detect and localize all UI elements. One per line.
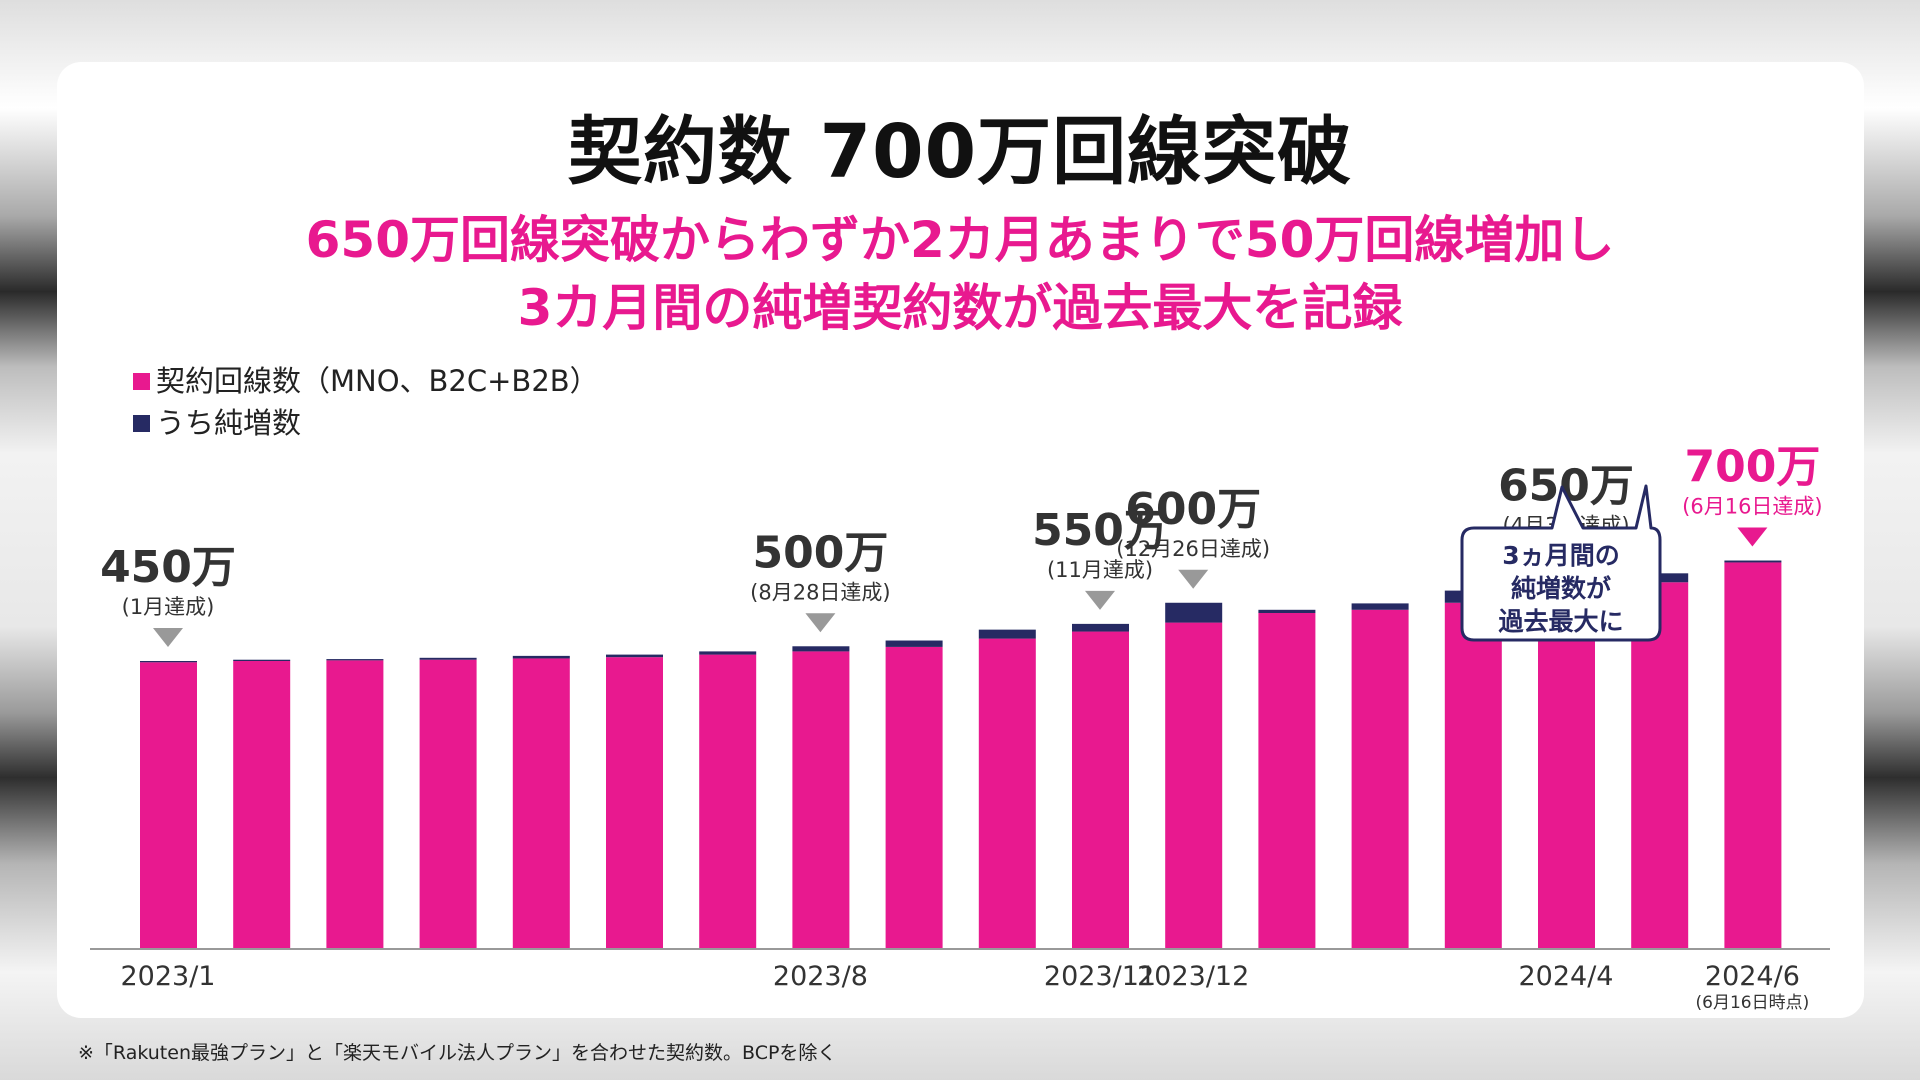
legend-swatch-net-increase: [133, 415, 150, 432]
bar-contracts-2023/3: [326, 660, 384, 949]
x-tick-label-2024/6: 2024/6: [1705, 961, 1800, 992]
milestone-note: (1月達成): [122, 595, 215, 619]
subtitle-line-1: 650万回線突破からわずか2カ月あまりで50万回線増加し: [305, 211, 1615, 269]
callout-line-3: 過去最大に: [1498, 607, 1623, 636]
x-tick-label-2023/12: 2023/12: [1137, 961, 1249, 992]
milestone-note: (12月26日達成): [1116, 537, 1270, 561]
legend-item-contracts: 契約回線数（MNO、B2C+B2B）: [133, 358, 599, 400]
x-tick-label-2024/4: 2024/4: [1519, 961, 1614, 992]
bar-net-increase-2024/2: [1351, 603, 1409, 610]
bar-net-increase-2023/4: [419, 657, 477, 660]
footnote: ※「Rakuten最強プラン」と「楽天モバイル法人プラン」を合わせた契約数。BC…: [78, 1042, 837, 1064]
bar-contracts-2023/10: [978, 638, 1036, 949]
bar-contracts-2023/5: [512, 658, 570, 949]
milestone-labels: (1月達成)450万 (8月28日達成)500万 (11月達成)550万(12月26…: [100, 442, 1823, 647]
page-title: 契約数 700万回線突破: [567, 109, 1353, 195]
bar-contracts-2024/1: [1258, 613, 1316, 949]
bar-contracts-2023/1: [140, 662, 197, 949]
bar-net-increase-2023/10: [978, 629, 1036, 639]
bar-net-increase-2023/6: [606, 654, 663, 658]
bar-net-increase-2023/2: [233, 659, 291, 661]
milestone-marker-icon: [805, 613, 836, 633]
bar-net-increase-2023/5: [512, 655, 570, 659]
bar-net-increase-2023/8: [792, 646, 850, 652]
callout-bubble: 3ヵ月間の 純増数が 過去最大に: [1460, 484, 1662, 642]
bar-net-increase-2023/12: [1165, 602, 1223, 623]
bar-contracts-2024/2: [1351, 609, 1409, 949]
milestone-value: 550万: [1032, 505, 1168, 556]
bar-contracts-2023/6: [606, 657, 663, 949]
milestone-value: 700万: [1684, 442, 1820, 493]
milestone-note: (11月達成): [1047, 558, 1153, 582]
bar-contracts-2024/3: [1444, 602, 1502, 949]
bar-contracts-2023/8: [792, 651, 850, 949]
bar-contracts-2023/7: [699, 654, 757, 949]
bar-group: [140, 560, 1782, 949]
milestone-value: 450万: [100, 542, 236, 593]
bar-contracts-2023/11: [1072, 631, 1129, 949]
legend-swatch-contracts: [133, 373, 150, 390]
milestone-note: (6月16日達成): [1682, 495, 1822, 519]
milestone-marker-icon: [1178, 569, 1209, 589]
milestone-value: 500万: [752, 527, 888, 578]
x-tick-note: (6月16日時点): [1696, 993, 1810, 1013]
callout-line-1: 3ヵ月間の: [1502, 541, 1619, 570]
bar-net-increase-2023/9: [885, 640, 943, 647]
bar-contracts-2024/4: [1538, 590, 1595, 949]
milestone-value: 600万: [1125, 484, 1261, 535]
milestone-note: (8月28日達成): [750, 580, 890, 604]
bar-net-increase-2023/7: [699, 651, 757, 655]
bar-contracts-2024/5: [1631, 582, 1689, 949]
bar-net-increase-2023/11: [1072, 623, 1129, 632]
legend-label-contracts: 契約回線数（MNO、B2C+B2B）: [156, 364, 599, 398]
callout-bubble-shape: [1460, 484, 1662, 642]
bar-contracts-2023/2: [233, 661, 291, 949]
legend-label-net-increase: うち純増数: [156, 406, 302, 440]
milestone-marker-icon: [153, 628, 183, 647]
callout-line-2: 純増数が: [1511, 574, 1611, 603]
subtitle-line-2: 3カ月間の純増契約数が過去最大を記録: [517, 279, 1403, 337]
bar-contracts-2024/6: [1724, 562, 1782, 949]
milestone-marker-icon: [1737, 527, 1768, 547]
milestone-marker-icon: [1085, 590, 1115, 610]
bar-net-increase-2024/6: [1724, 560, 1782, 563]
x-tick-label-2023/1: 2023/1: [121, 961, 216, 992]
legend-item-net-increase: うち純増数: [133, 400, 301, 442]
x-tick-label-2023/8: 2023/8: [773, 961, 868, 992]
bar-contracts-2023/9: [885, 646, 943, 949]
bar-contracts-2023/4: [419, 659, 477, 949]
bar-net-increase-2023/3: [326, 659, 384, 661]
bar-net-increase-2024/1: [1258, 609, 1316, 613]
bar-contracts-2023/12: [1165, 622, 1223, 949]
x-tick-label-2023/11: 2023/11: [1044, 961, 1156, 992]
bar-net-increase-2023/1: [140, 661, 197, 663]
